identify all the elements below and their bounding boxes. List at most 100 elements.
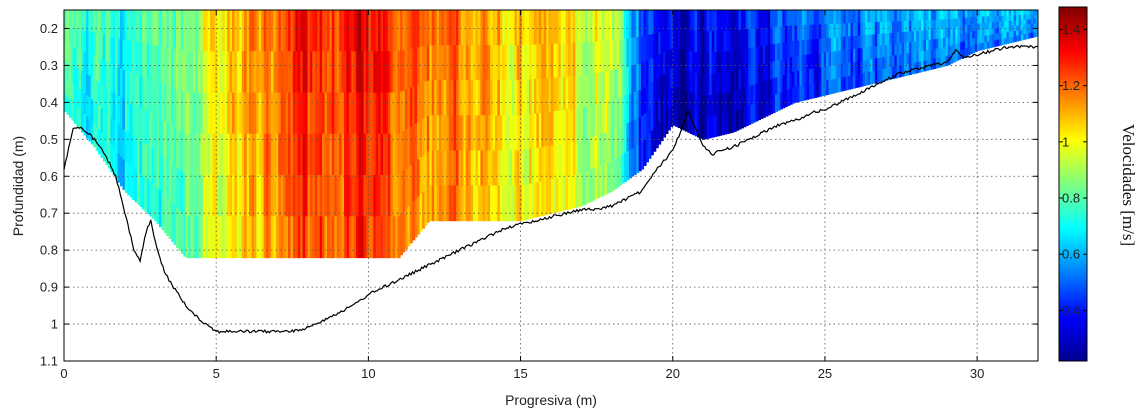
- velocity-cell: [977, 43, 981, 51]
- velocity-cell: [185, 51, 189, 94]
- velocity-cell: [346, 51, 350, 94]
- velocity-cell: [631, 65, 635, 94]
- velocity-cell: [658, 77, 662, 100]
- velocity-cell: [999, 10, 1003, 17]
- velocity-cell: [1008, 31, 1012, 38]
- velocity-cell: [553, 10, 557, 45]
- velocity-cell: [492, 80, 496, 116]
- velocity-cell: [777, 60, 781, 78]
- velocity-cell: [424, 153, 428, 190]
- velocity-cell: [947, 46, 951, 56]
- velocity-cell: [911, 41, 915, 54]
- velocity-cell: [512, 80, 516, 116]
- velocity-cell: [753, 65, 757, 86]
- velocity-cell: [110, 90, 114, 119]
- velocity-cell: [324, 216, 328, 259]
- velocity-cell: [867, 47, 871, 61]
- velocity-cell: [767, 44, 771, 63]
- velocity-cell: [129, 165, 133, 198]
- velocity-cell: [650, 106, 654, 132]
- velocity-cell: [137, 42, 141, 76]
- velocity-cell: [663, 52, 667, 75]
- velocity-cell: [945, 46, 949, 57]
- velocity-cell: [643, 35, 647, 63]
- velocity-cell: [232, 10, 236, 52]
- velocity-cell: [782, 58, 786, 76]
- velocity-cell: [930, 19, 934, 31]
- velocity-cell: [755, 83, 759, 103]
- velocity-cell: [105, 61, 109, 88]
- velocity-cell: [239, 51, 243, 94]
- velocity-cell: [933, 48, 937, 60]
- velocity-cell: [979, 10, 983, 18]
- velocity-cell: [818, 53, 822, 69]
- velocity-cell: [451, 10, 455, 46]
- velocity-cell: [796, 55, 800, 72]
- velocity-cell: [470, 10, 474, 46]
- velocity-cell: [83, 72, 87, 94]
- velocity-cell: [512, 185, 516, 222]
- velocity-cell: [400, 173, 404, 215]
- velocity-cell: [653, 57, 657, 82]
- velocity-cell: [826, 80, 830, 95]
- velocity-cell: [509, 115, 513, 151]
- velocity-cell: [913, 31, 917, 43]
- velocity-cell: [568, 175, 572, 210]
- velocity-cell: [621, 67, 625, 98]
- velocity-cell: [894, 55, 898, 68]
- velocity-cell: [326, 92, 331, 135]
- velocity-cell: [463, 185, 467, 222]
- velocity-cell: [400, 91, 404, 133]
- velocity-cell: [938, 19, 942, 30]
- velocity-cell: [597, 10, 601, 42]
- velocity-cell: [770, 44, 774, 63]
- velocity-cell: [307, 216, 311, 259]
- x-tick-label: 10: [361, 366, 375, 381]
- velocity-cell: [755, 10, 759, 30]
- velocity-cell: [736, 30, 740, 51]
- velocity-cell: [767, 79, 771, 98]
- y-tick-label: 0.4: [40, 95, 58, 110]
- velocity-cell: [197, 51, 201, 94]
- velocity-cell: [365, 10, 369, 52]
- velocity-cell: [585, 10, 589, 43]
- velocity-cell: [899, 65, 903, 78]
- velocity-cell: [952, 27, 956, 37]
- velocity-cell: [326, 133, 331, 176]
- velocity-cell: [706, 74, 710, 97]
- velocity-cell: [670, 48, 674, 69]
- velocity-cell: [390, 10, 394, 52]
- velocity-cell: [402, 171, 406, 212]
- velocity-cell: [675, 68, 679, 89]
- velocity-cell: [697, 94, 701, 117]
- velocity-cell: [404, 208, 408, 250]
- velocity-cell: [465, 10, 469, 46]
- velocity-cell: [480, 115, 484, 151]
- velocity-cell: [93, 123, 97, 148]
- velocity-cell: [884, 45, 888, 58]
- velocity-cell: [134, 10, 138, 43]
- velocity-cell: [860, 35, 864, 49]
- velocity-cell: [607, 101, 611, 133]
- velocity-cell: [380, 92, 384, 135]
- velocity-cell: [365, 92, 369, 135]
- velocity-cell: [843, 63, 847, 78]
- velocity-cell: [219, 51, 223, 94]
- velocity-cell: [938, 10, 942, 21]
- velocity-cell: [463, 80, 467, 116]
- velocity-cell: [290, 92, 294, 135]
- velocity-cell: [473, 185, 477, 222]
- velocity-cell: [891, 67, 895, 80]
- velocity-cell: [251, 133, 255, 176]
- velocity-cell: [991, 28, 995, 36]
- velocity-cell: [73, 85, 77, 105]
- velocity-cell: [173, 205, 177, 245]
- velocity-cell: [458, 185, 462, 222]
- velocity-cell: [938, 57, 942, 68]
- velocity-cell: [565, 43, 569, 78]
- velocity-cell: [402, 90, 406, 132]
- velocity-cell: [723, 10, 727, 32]
- velocity-cell: [663, 94, 667, 117]
- velocity-cell: [974, 44, 978, 52]
- velocity-cell: [529, 44, 533, 81]
